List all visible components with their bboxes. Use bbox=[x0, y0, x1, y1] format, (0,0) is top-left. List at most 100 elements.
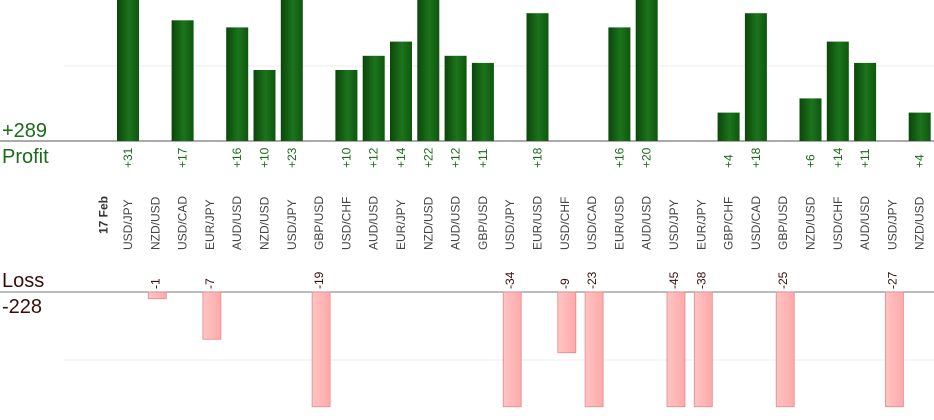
value-label: +10 bbox=[339, 147, 353, 168]
value-label: +23 bbox=[285, 147, 299, 168]
loss-bar bbox=[502, 291, 522, 408]
loss-bar bbox=[584, 291, 604, 408]
category-label: NZD/USD bbox=[258, 196, 272, 250]
category-label: USD/CHF bbox=[831, 197, 845, 250]
loss-bar bbox=[775, 291, 795, 408]
category-label: USD/CAD bbox=[176, 196, 190, 250]
profit-bar bbox=[717, 112, 740, 141]
category-label: USD/JPY bbox=[285, 199, 299, 250]
loss-bar bbox=[666, 291, 686, 408]
category-label: GBP/CHF bbox=[722, 197, 736, 250]
category-label: EUR/JPY bbox=[203, 199, 217, 250]
value-label: -9 bbox=[558, 278, 572, 289]
value-label: +16 bbox=[612, 147, 626, 168]
category-label: USD/CAD bbox=[749, 196, 763, 250]
category-label: EUR/USD bbox=[531, 196, 545, 250]
value-labels: +31 -1 +17 -7 +16 +10 +23 -19 +10 +12 +14 +22 +12 +11… bbox=[121, 147, 927, 289]
loss-bar bbox=[557, 291, 577, 354]
category-labels: USD/JPY NZD/USD USD/CAD EUR/JPY AUD/USD NZD/U… bbox=[121, 196, 927, 250]
category-label: NZD/USD bbox=[421, 196, 435, 250]
value-label: -34 bbox=[503, 271, 517, 289]
profit-bar bbox=[744, 13, 767, 142]
value-label: -25 bbox=[776, 271, 790, 289]
category-label: NZD/USD bbox=[148, 196, 162, 250]
value-label: +12 bbox=[367, 147, 381, 168]
category-label: AUD/USD bbox=[449, 196, 463, 250]
category-label: GBP/USD bbox=[476, 196, 490, 250]
category-label: AUD/USD bbox=[858, 196, 872, 250]
value-label: +6 bbox=[804, 154, 818, 168]
value-label: +20 bbox=[640, 147, 654, 168]
value-label: -38 bbox=[694, 271, 708, 289]
value-label: +31 bbox=[121, 147, 135, 168]
value-label: -1 bbox=[148, 278, 162, 289]
profit-bar bbox=[417, 0, 440, 141]
value-label: +10 bbox=[258, 147, 272, 168]
loss-total: -228 bbox=[2, 296, 43, 318]
profit-bar bbox=[608, 27, 631, 141]
profit-bar bbox=[908, 112, 931, 141]
profit-bar bbox=[390, 41, 412, 141]
category-label: AUD/USD bbox=[230, 196, 244, 250]
category-label: EUR/USD bbox=[612, 196, 626, 250]
loss-bar bbox=[885, 291, 904, 408]
category-label: USD/JPY bbox=[503, 199, 517, 250]
profit-bar bbox=[854, 62, 877, 141]
category-label: USD/CHF bbox=[339, 197, 353, 250]
value-label: +11 bbox=[858, 148, 872, 168]
profit-bar bbox=[171, 20, 194, 141]
category-label: USD/CHF bbox=[558, 197, 572, 250]
profit-bars bbox=[117, 0, 931, 142]
value-label: +11 bbox=[476, 148, 490, 168]
loss-bar bbox=[147, 291, 167, 300]
value-label: -45 bbox=[667, 271, 681, 289]
profit-bar bbox=[444, 55, 467, 141]
value-label: +18 bbox=[531, 147, 545, 168]
category-label: NZD/USD bbox=[913, 196, 927, 250]
loss-bars bbox=[147, 291, 904, 408]
profit-bar bbox=[280, 0, 303, 141]
value-label: +17 bbox=[176, 147, 190, 168]
value-label: -7 bbox=[203, 278, 217, 289]
value-label: +16 bbox=[230, 147, 244, 168]
category-label: USD/JPY bbox=[885, 199, 899, 250]
profit-bar bbox=[526, 13, 549, 142]
category-label: NZD/USD bbox=[804, 196, 818, 250]
date-label: 17 Feb bbox=[97, 196, 111, 234]
profit-bar bbox=[253, 70, 276, 141]
category-label: USD/JPY bbox=[667, 199, 681, 250]
profit-bar bbox=[362, 55, 385, 141]
value-label: +4 bbox=[722, 154, 736, 168]
loss-label: Loss bbox=[2, 270, 45, 292]
loss-bar bbox=[202, 291, 222, 340]
value-label: -27 bbox=[885, 271, 899, 289]
category-label: AUD/USD bbox=[367, 196, 381, 250]
value-label: +14 bbox=[394, 147, 408, 168]
category-label: GBP/USD bbox=[312, 196, 326, 250]
loss-bar bbox=[311, 291, 331, 408]
value-label: +4 bbox=[913, 154, 927, 168]
value-label: +18 bbox=[749, 147, 763, 168]
profit-bar bbox=[799, 98, 822, 141]
value-label: -19 bbox=[312, 271, 326, 289]
profit-label: Profit bbox=[2, 146, 49, 168]
profit-bar bbox=[471, 62, 494, 141]
category-label: EUR/JPY bbox=[694, 199, 708, 250]
category-label: AUD/USD bbox=[640, 196, 654, 250]
category-label: USD/CAD bbox=[585, 196, 599, 250]
profit-bar bbox=[635, 0, 658, 141]
profit-total: +289 bbox=[2, 120, 48, 142]
value-label: +14 bbox=[831, 147, 845, 168]
profit-bar bbox=[117, 0, 139, 141]
value-label: -23 bbox=[585, 271, 599, 289]
profit-bar bbox=[335, 70, 358, 141]
value-label: +12 bbox=[449, 147, 463, 168]
category-label: USD/JPY bbox=[121, 199, 135, 250]
value-label: +22 bbox=[421, 147, 435, 168]
profit-bar bbox=[826, 41, 849, 141]
category-label: GBP/USD bbox=[776, 196, 790, 250]
category-label: EUR/JPY bbox=[394, 199, 408, 250]
profit-bar bbox=[226, 27, 249, 141]
loss-bar bbox=[693, 291, 713, 408]
